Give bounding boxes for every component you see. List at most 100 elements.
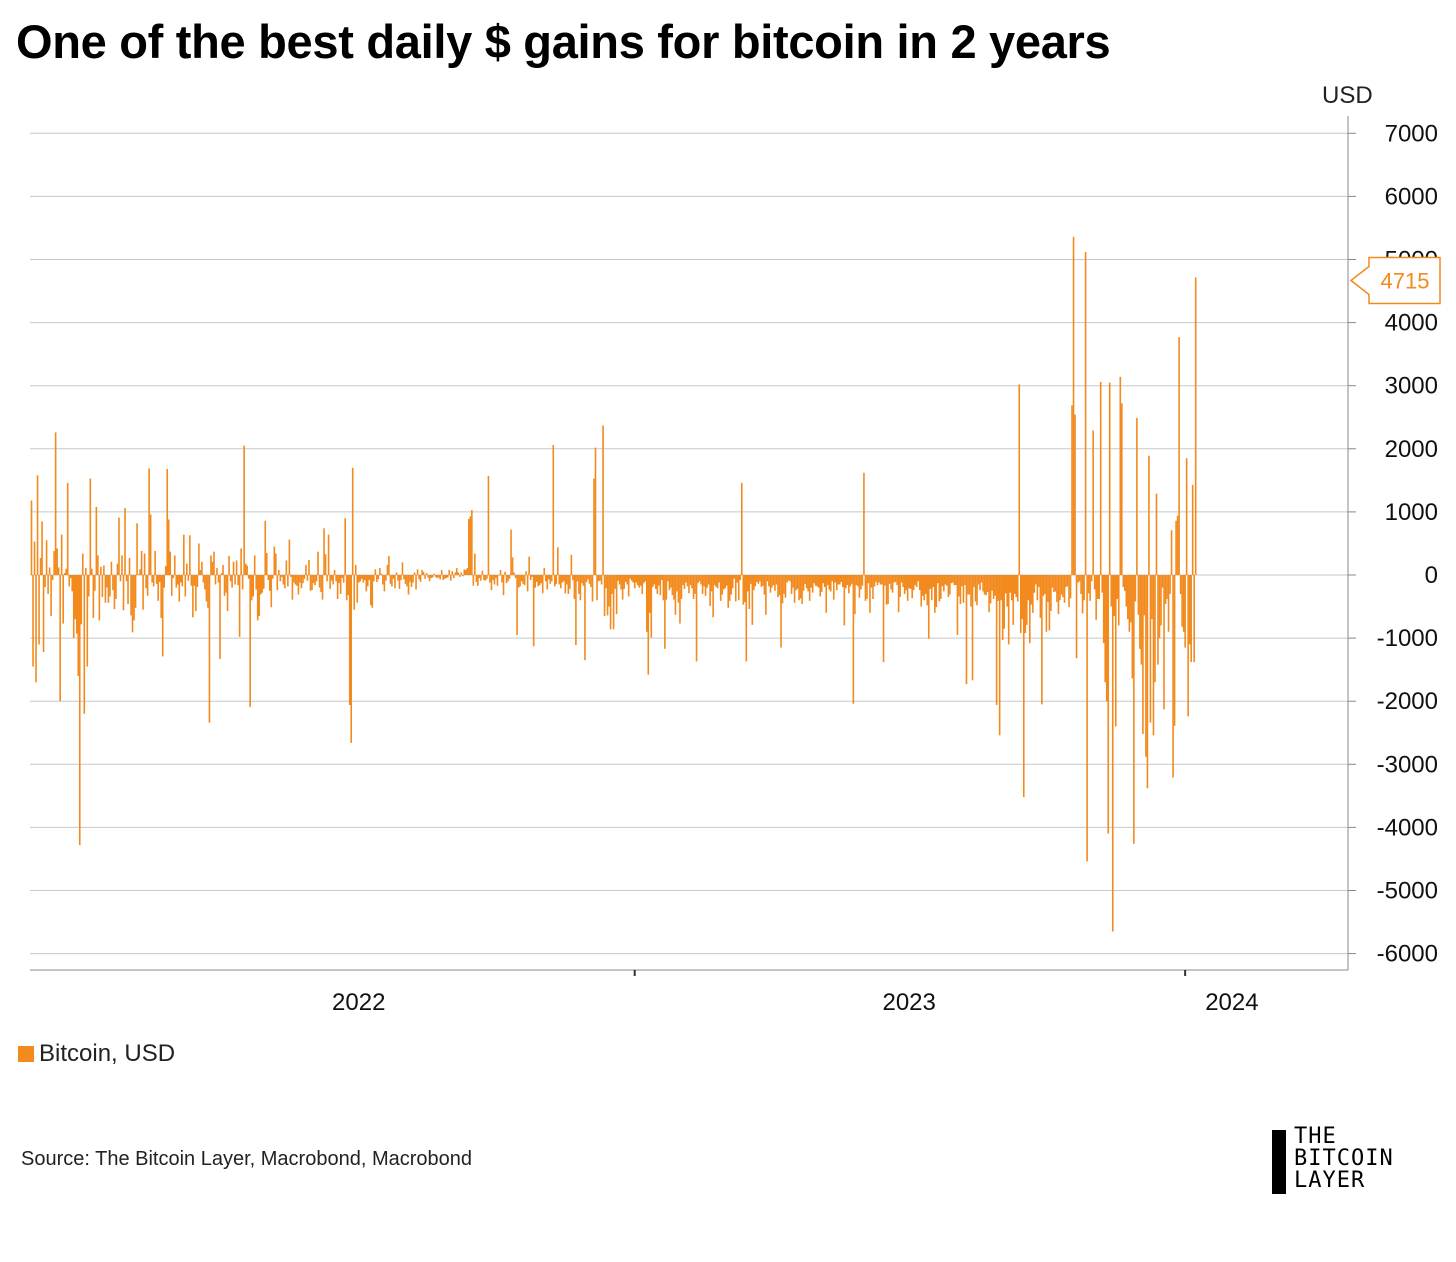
logo-bar: [1272, 1130, 1286, 1194]
bar: [1045, 575, 1048, 632]
bar: [282, 575, 285, 585]
bar: [1060, 575, 1063, 595]
bar: [579, 575, 582, 601]
bar: [813, 575, 815, 584]
bar: [878, 575, 880, 583]
bar: [600, 575, 603, 585]
legend-label: Bitcoin, USD: [39, 1040, 176, 1067]
bar: [581, 575, 583, 584]
bar: [792, 575, 794, 588]
bar: [1178, 337, 1180, 575]
bar: [232, 561, 235, 575]
bar: [124, 508, 126, 575]
bar: [956, 575, 959, 635]
bar: [148, 468, 150, 575]
bar: [547, 575, 550, 580]
bar: [463, 569, 466, 575]
bar: [1015, 575, 1018, 598]
bar: [1006, 575, 1008, 607]
bar: [279, 575, 282, 582]
bar: [665, 575, 668, 600]
bar: [590, 575, 592, 587]
bar: [1117, 575, 1120, 626]
bar: [713, 575, 716, 586]
bar: [832, 575, 835, 600]
bar: [507, 575, 509, 582]
callout-box: [1349, 256, 1441, 305]
bar: [612, 575, 615, 630]
bar: [1022, 575, 1025, 798]
bar: [397, 575, 399, 581]
bar: [294, 575, 297, 585]
bar: [311, 575, 313, 591]
bar: [258, 575, 261, 617]
bar: [1102, 575, 1105, 644]
bar: [1127, 575, 1129, 620]
bar: [638, 575, 641, 588]
bar: [1053, 575, 1055, 593]
bar: [740, 482, 743, 575]
bar: [513, 572, 515, 575]
bar: [861, 575, 864, 586]
bar: [642, 575, 645, 584]
bar: [486, 575, 488, 579]
bar: [314, 575, 316, 586]
bar: [44, 575, 46, 587]
bar: [1130, 575, 1132, 623]
bar: [413, 572, 416, 575]
bar: [694, 575, 696, 594]
bar: [127, 575, 129, 605]
bar: [68, 575, 71, 587]
bar: [278, 569, 280, 575]
bar: [807, 575, 809, 592]
bar: [186, 563, 188, 575]
bar: [736, 575, 739, 583]
gridlines: [30, 132, 1348, 955]
bar: [330, 575, 333, 581]
bar: [553, 575, 556, 587]
bar: [47, 575, 49, 594]
bar: [72, 575, 75, 639]
bar: [110, 561, 113, 575]
bar: [409, 575, 411, 582]
bar: [391, 575, 393, 587]
callout-value: 4715: [1381, 268, 1430, 293]
bar: [317, 551, 319, 575]
bar: [75, 575, 78, 634]
bar: [1114, 575, 1117, 727]
bar: [357, 575, 360, 583]
bar: [59, 575, 61, 702]
bar: [525, 571, 527, 575]
bar: [645, 575, 648, 632]
bar: [160, 575, 162, 618]
y-axis-unit-label: USD: [1322, 82, 1373, 109]
bar: [986, 575, 989, 593]
bar: [624, 575, 627, 582]
bar: [53, 551, 55, 575]
bar: [786, 575, 788, 583]
bar: [458, 575, 461, 577]
bar: [1188, 575, 1191, 645]
bar: [359, 575, 362, 582]
bar: [288, 539, 291, 575]
bar: [893, 575, 895, 583]
bar: [1193, 575, 1195, 663]
bar: [348, 575, 351, 705]
bar: [783, 575, 785, 594]
bar: [193, 575, 196, 586]
bar: [63, 573, 66, 575]
bar: [323, 528, 325, 575]
bar: [407, 575, 410, 595]
bar: [668, 575, 671, 591]
bar: [1142, 575, 1144, 735]
bar: [180, 575, 182, 583]
bar: [1143, 575, 1146, 616]
bar: [1104, 575, 1107, 683]
bar: [1187, 575, 1189, 717]
bar: [882, 575, 885, 663]
bar: [570, 554, 573, 575]
bar: [799, 575, 802, 599]
bar: [884, 575, 886, 586]
bar: [403, 575, 405, 580]
bar: [181, 575, 184, 587]
